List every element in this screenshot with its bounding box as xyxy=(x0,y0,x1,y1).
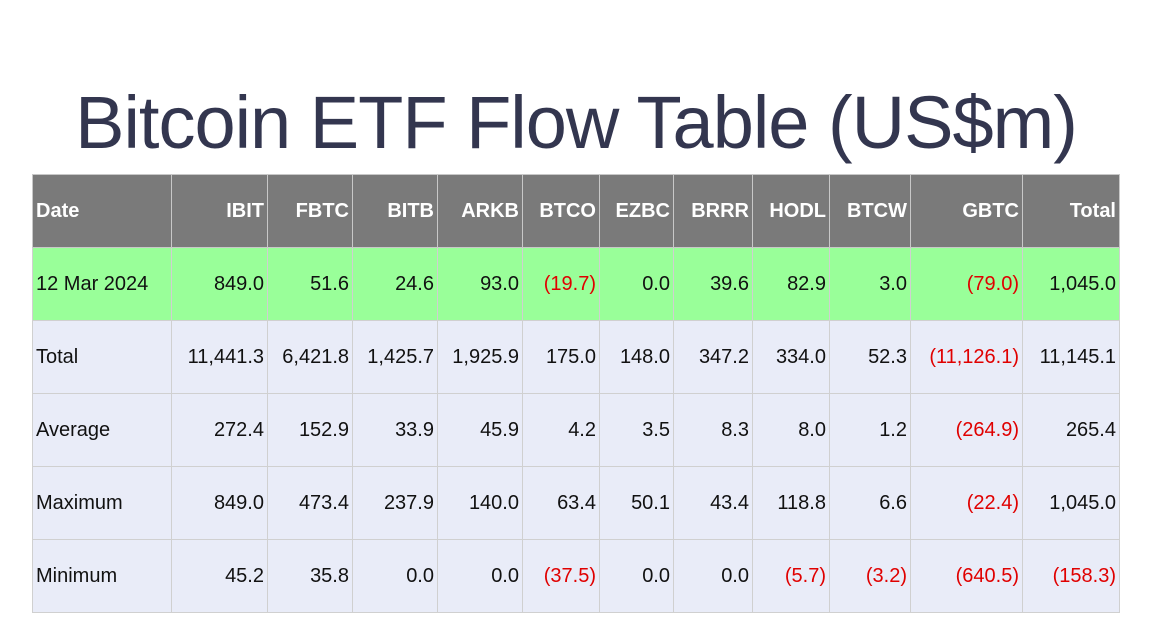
table-cell: 45.2 xyxy=(171,539,268,613)
column-header-btco: BTCO xyxy=(522,174,600,248)
table-cell: 33.9 xyxy=(352,393,438,467)
table-cell: 0.0 xyxy=(599,247,674,321)
table-cell: 118.8 xyxy=(752,466,830,540)
etf-flow-table: Date IBIT FBTC BITB ARKB BTCO EZBC BRRR HODL BTCW… xyxy=(32,174,1120,613)
column-header-brrr: BRRR xyxy=(673,174,753,248)
column-header-hodl: HODL xyxy=(752,174,830,248)
table-cell: 11,441.3 xyxy=(171,320,268,394)
table-header: Date IBIT FBTC BITB ARKB BTCO EZBC BRRR HODL BTCW… xyxy=(32,174,1120,248)
table-cell: 152.9 xyxy=(267,393,353,467)
table-cell: 3.0 xyxy=(829,247,911,321)
column-header-total: Total xyxy=(1022,174,1120,248)
column-header-gbtc: GBTC xyxy=(910,174,1023,248)
table-cell: (158.3) xyxy=(1022,539,1120,613)
table-cell: 849.0 xyxy=(171,466,268,540)
table-cell: 1.2 xyxy=(829,393,911,467)
table-cell: (5.7) xyxy=(752,539,830,613)
table-cell: (22.4) xyxy=(910,466,1023,540)
row-label: Total xyxy=(32,320,172,394)
table-cell: 849.0 xyxy=(171,247,268,321)
column-header-ibit: IBIT xyxy=(171,174,268,248)
table-cell: 1,425.7 xyxy=(352,320,438,394)
row-label: Minimum xyxy=(32,539,172,613)
table-row: Minimum 45.2 35.8 0.0 0.0 (37.5) 0.0 0.0 (5.7) (3… xyxy=(32,539,1120,613)
column-header-fbtc: FBTC xyxy=(267,174,353,248)
table-cell: 11,145.1 xyxy=(1022,320,1120,394)
table-row: Average 272.4 152.9 33.9 45.9 4.2 3.5 8.3 8.0 1.2… xyxy=(32,393,1120,467)
table-cell: (264.9) xyxy=(910,393,1023,467)
row-label: 12 Mar 2024 xyxy=(32,247,172,321)
table-cell: 140.0 xyxy=(437,466,523,540)
table-cell: 50.1 xyxy=(599,466,674,540)
table-cell: 6.6 xyxy=(829,466,911,540)
table-cell: 265.4 xyxy=(1022,393,1120,467)
table-cell: 0.0 xyxy=(437,539,523,613)
table-cell: 51.6 xyxy=(267,247,353,321)
table-cell: 148.0 xyxy=(599,320,674,394)
table-cell: 8.3 xyxy=(673,393,753,467)
table-cell: 1,925.9 xyxy=(437,320,523,394)
table-cell: 93.0 xyxy=(437,247,523,321)
table-cell: 3.5 xyxy=(599,393,674,467)
table-cell: 8.0 xyxy=(752,393,830,467)
table-cell: 0.0 xyxy=(599,539,674,613)
column-header-btcw: BTCW xyxy=(829,174,911,248)
page-title: Bitcoin ETF Flow Table (US$m) xyxy=(75,80,1078,164)
column-header-date: Date xyxy=(32,174,172,248)
table-cell: 35.8 xyxy=(267,539,353,613)
table-cell: 237.9 xyxy=(352,466,438,540)
table-row: 12 Mar 2024 849.0 51.6 24.6 93.0 (19.7) 0.0 39.… xyxy=(32,247,1120,321)
table-cell: 39.6 xyxy=(673,247,753,321)
table-cell: 0.0 xyxy=(673,539,753,613)
table-cell: (11,126.1) xyxy=(910,320,1023,394)
row-label: Maximum xyxy=(32,466,172,540)
table-cell: 24.6 xyxy=(352,247,438,321)
table-cell: 6,421.8 xyxy=(267,320,353,394)
table-cell: (79.0) xyxy=(910,247,1023,321)
column-header-arkb: ARKB xyxy=(437,174,523,248)
table-cell: 334.0 xyxy=(752,320,830,394)
table-cell: 4.2 xyxy=(522,393,600,467)
table-cell: (640.5) xyxy=(910,539,1023,613)
row-label: Average xyxy=(32,393,172,467)
table-cell: 1,045.0 xyxy=(1022,247,1120,321)
table-cell: (3.2) xyxy=(829,539,911,613)
table-cell: (37.5) xyxy=(522,539,600,613)
header-row: Date IBIT FBTC BITB ARKB BTCO EZBC BRRR HODL BTCW… xyxy=(32,174,1120,248)
table-cell: 63.4 xyxy=(522,466,600,540)
table-row: Maximum 849.0 473.4 237.9 140.0 63.4 50.1 43.4 1… xyxy=(32,466,1120,540)
table-cell: 52.3 xyxy=(829,320,911,394)
table-cell: 473.4 xyxy=(267,466,353,540)
table-cell: 347.2 xyxy=(673,320,753,394)
column-header-ezbc: EZBC xyxy=(599,174,674,248)
table-row: Total 11,441.3 6,421.8 1,425.7 1,925.9 175.0 1… xyxy=(32,320,1120,394)
column-header-bitb: BITB xyxy=(352,174,438,248)
table-cell: 45.9 xyxy=(437,393,523,467)
table-cell: 0.0 xyxy=(352,539,438,613)
table-cell: 43.4 xyxy=(673,466,753,540)
table-cell: 272.4 xyxy=(171,393,268,467)
table-body: 12 Mar 2024 849.0 51.6 24.6 93.0 (19.7) 0.0 39.… xyxy=(32,247,1120,613)
table-cell: 1,045.0 xyxy=(1022,466,1120,540)
table-cell: 82.9 xyxy=(752,247,830,321)
table-cell: (19.7) xyxy=(522,247,600,321)
table-cell: 175.0 xyxy=(522,320,600,394)
